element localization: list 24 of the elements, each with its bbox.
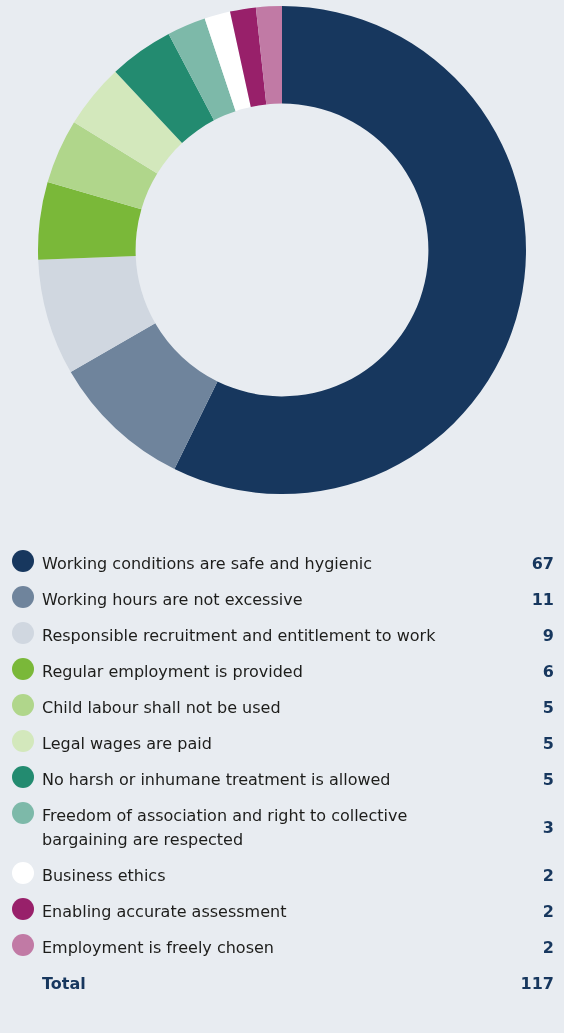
legend-label: Responsible recruitment and entitlement to work	[42, 626, 436, 645]
data-label: 5	[542, 769, 554, 791]
data-label: 9	[542, 625, 554, 647]
legend-label: Enabling accurate assessment	[42, 902, 287, 921]
legend-label: Business ethics	[42, 866, 166, 885]
data-label: 6	[542, 661, 554, 683]
legend-label: Freedom of association and right to collective bargaining are respected	[42, 806, 408, 849]
data-label: 3	[542, 817, 554, 839]
data-label: 2	[542, 865, 554, 887]
data-label: 5	[542, 733, 554, 755]
data-label: 67	[531, 553, 554, 575]
legend-label: No harsh or inhumane treatment is allowed	[42, 770, 391, 789]
legend-label: Employment is freely chosen	[42, 938, 274, 957]
data-label: 2	[542, 937, 554, 959]
data-label: 5	[542, 697, 554, 719]
text: Total	[42, 974, 86, 993]
legend-label: Working hours are not excessive	[42, 590, 303, 609]
data-label: 11	[531, 589, 554, 611]
legend-label: Working conditions are safe and hygienic	[42, 554, 373, 573]
legend-label: Child labour shall not be used	[42, 698, 281, 717]
legend-label: Regular employment is provided	[42, 662, 303, 681]
legend-label: Legal wages are paid	[42, 734, 212, 753]
data-label: 2	[542, 901, 554, 923]
text: 117	[520, 973, 554, 995]
